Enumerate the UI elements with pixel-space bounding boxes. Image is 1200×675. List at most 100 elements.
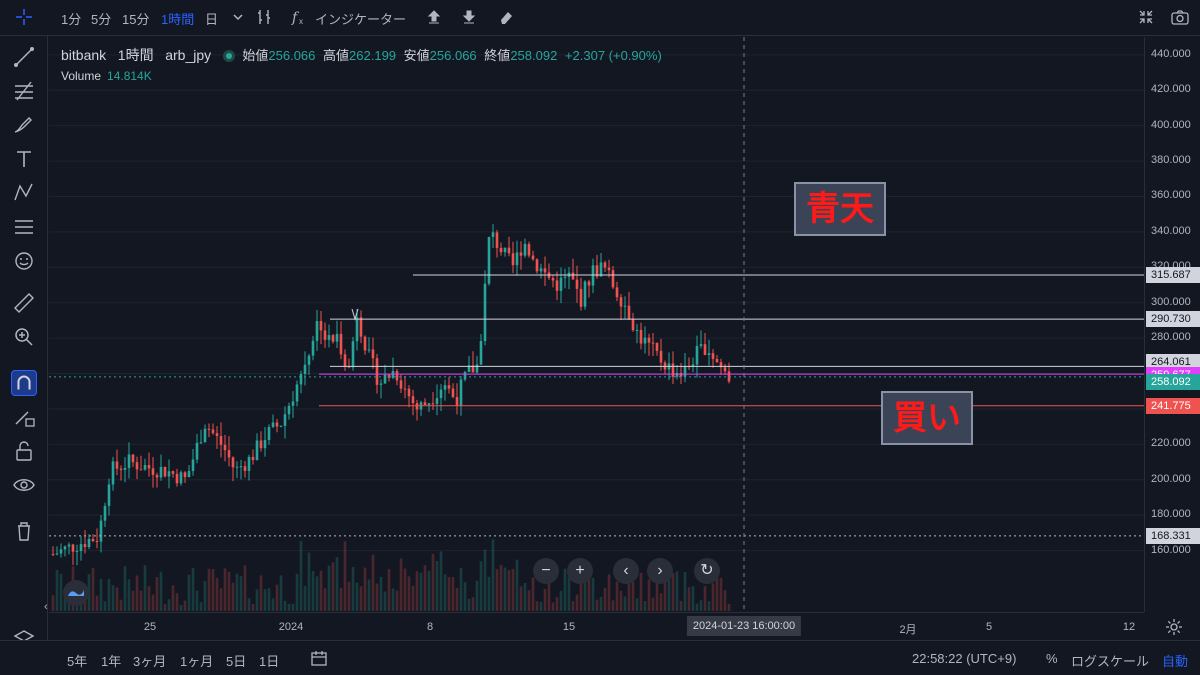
indicators-button[interactable]: インジケーター	[315, 12, 407, 27]
pattern-icon[interactable]	[11, 180, 37, 206]
collapse-arrow-icon[interactable]: ‹	[44, 601, 48, 613]
range-5d[interactable]: 5日	[226, 654, 247, 669]
price-badge-4: 258.092	[1146, 373, 1200, 390]
candle-body-20	[131, 454, 135, 463]
candle-body-1	[55, 553, 59, 555]
volume-bar-38	[203, 580, 207, 611]
ohlc-legend: bitbank 1時間 arb_jpy 始値256.066 高値262.199 …	[61, 45, 666, 65]
auto-scale-toggle[interactable]: 自動	[1162, 654, 1189, 669]
volume-bar-10	[91, 567, 95, 611]
interval-1m[interactable]: 1分	[61, 12, 82, 27]
interval-1d[interactable]: 日	[205, 12, 219, 27]
interval-15m[interactable]: 15分	[122, 12, 150, 27]
volume-bar-9	[87, 574, 91, 611]
open-value: 256.066	[268, 48, 316, 63]
candle-body-131	[575, 279, 579, 289]
chevron-down-icon[interactable]	[228, 7, 248, 27]
candle-body-46	[235, 466, 239, 468]
volume-bar-132	[579, 578, 583, 611]
zoom-out-button[interactable]: −	[533, 558, 559, 584]
range-3m[interactable]: 3ヶ月	[133, 654, 167, 669]
smiley-icon[interactable]	[11, 248, 37, 274]
candle-body-21	[135, 462, 139, 470]
range-5y[interactable]: 5年	[67, 654, 88, 669]
candle-body-37	[199, 442, 203, 444]
candle-body-125	[551, 277, 555, 281]
interval-1h[interactable]: 1時間	[161, 12, 195, 27]
volume-bar-168	[723, 590, 727, 611]
volume-bar-91	[415, 571, 419, 611]
candle-body-148	[643, 337, 647, 344]
eye-icon[interactable]	[11, 472, 37, 498]
trash-icon[interactable]	[11, 518, 37, 544]
price-chart[interactable]	[49, 37, 1144, 612]
date-range-icon[interactable]	[309, 650, 329, 668]
percent-toggle[interactable]: %	[1046, 651, 1058, 666]
settings-gear-icon[interactable]	[1165, 618, 1183, 636]
annotation-box-kai[interactable]: 買い	[881, 391, 973, 445]
volume-bar-51	[255, 589, 259, 611]
fib-icon[interactable]	[11, 78, 37, 104]
ruler-icon[interactable]	[11, 290, 37, 316]
volume-bar-137	[599, 596, 603, 611]
volume-bar-8	[83, 595, 87, 611]
time-axis[interactable]: 25 2024 8 15 2月 5 12 2024-01-23 16:00:00	[49, 612, 1182, 640]
annotation-box-aoten[interactable]: 青天	[794, 182, 886, 236]
range-1m[interactable]: 1ヶ月	[180, 654, 214, 669]
candle-body-133	[583, 281, 587, 307]
scroll-right-button[interactable]: ›	[647, 558, 673, 584]
candle-style-icon[interactable]	[254, 7, 274, 27]
camera-icon[interactable]	[1170, 7, 1190, 27]
download-icon[interactable]	[459, 7, 479, 27]
candle-body-17	[119, 468, 123, 470]
candle-body-134	[587, 281, 591, 286]
volume-bar-165	[711, 583, 715, 611]
volume-bar-65	[311, 571, 315, 611]
range-1y[interactable]: 1年	[101, 654, 122, 669]
candle-body-117	[519, 252, 523, 256]
candle-body-79	[367, 349, 371, 351]
eraser-icon[interactable]	[496, 7, 516, 27]
price-tick-13: 420.000	[1151, 83, 1191, 96]
volume-bar-61	[295, 573, 299, 611]
price-axis[interactable]: 160.000180.000200.000220.000240.000260.0…	[1144, 37, 1200, 612]
lock-drawing-icon[interactable]	[11, 404, 37, 430]
chart-pane[interactable]	[49, 37, 1144, 612]
measure-lines-icon[interactable]	[11, 214, 37, 240]
candle-body-130	[571, 272, 575, 280]
market-status-icon	[222, 50, 235, 62]
zoom-icon[interactable]	[11, 324, 37, 350]
scroll-left-button[interactable]: ‹	[613, 558, 639, 584]
text-icon[interactable]	[11, 146, 37, 172]
magnet-icon[interactable]	[11, 370, 37, 396]
interval-5m[interactable]: 5分	[91, 12, 112, 27]
volume-bar-119	[527, 590, 531, 611]
candle-body-29	[167, 471, 171, 477]
change-value: +2.307 (+0.90%)	[564, 48, 662, 63]
candle-body-162	[699, 344, 703, 346]
candle-body-150	[651, 342, 655, 344]
collapse-icon[interactable]	[1136, 7, 1156, 27]
candle-body-101	[455, 397, 459, 406]
volume-bar-159	[687, 587, 691, 611]
arrow-marker-icon	[351, 308, 359, 321]
candle-body-16	[115, 461, 119, 469]
reset-view-button[interactable]: ↻	[694, 558, 720, 584]
upload-icon[interactable]	[424, 7, 444, 27]
symbol-name[interactable]: arb_jpy	[165, 47, 212, 63]
candle-body-105	[471, 365, 475, 373]
candle-body-32	[179, 472, 183, 484]
candle-body-149	[647, 337, 651, 343]
crosshair-icon[interactable]	[14, 7, 34, 27]
brush-icon[interactable]	[11, 112, 37, 138]
zoom-in-button[interactable]: +	[567, 558, 593, 584]
log-scale-toggle[interactable]: ログスケール	[1071, 654, 1150, 669]
clock-display[interactable]: 22:58:22 (UTC+9)	[912, 651, 1017, 666]
trendline-icon[interactable]	[11, 44, 37, 70]
candle-body-33	[183, 472, 187, 478]
unlock-icon[interactable]	[11, 438, 37, 464]
price-tick-7: 300.000	[1151, 295, 1191, 308]
range-1d[interactable]: 1日	[259, 654, 280, 669]
tradingview-logo-icon[interactable]	[62, 579, 90, 607]
